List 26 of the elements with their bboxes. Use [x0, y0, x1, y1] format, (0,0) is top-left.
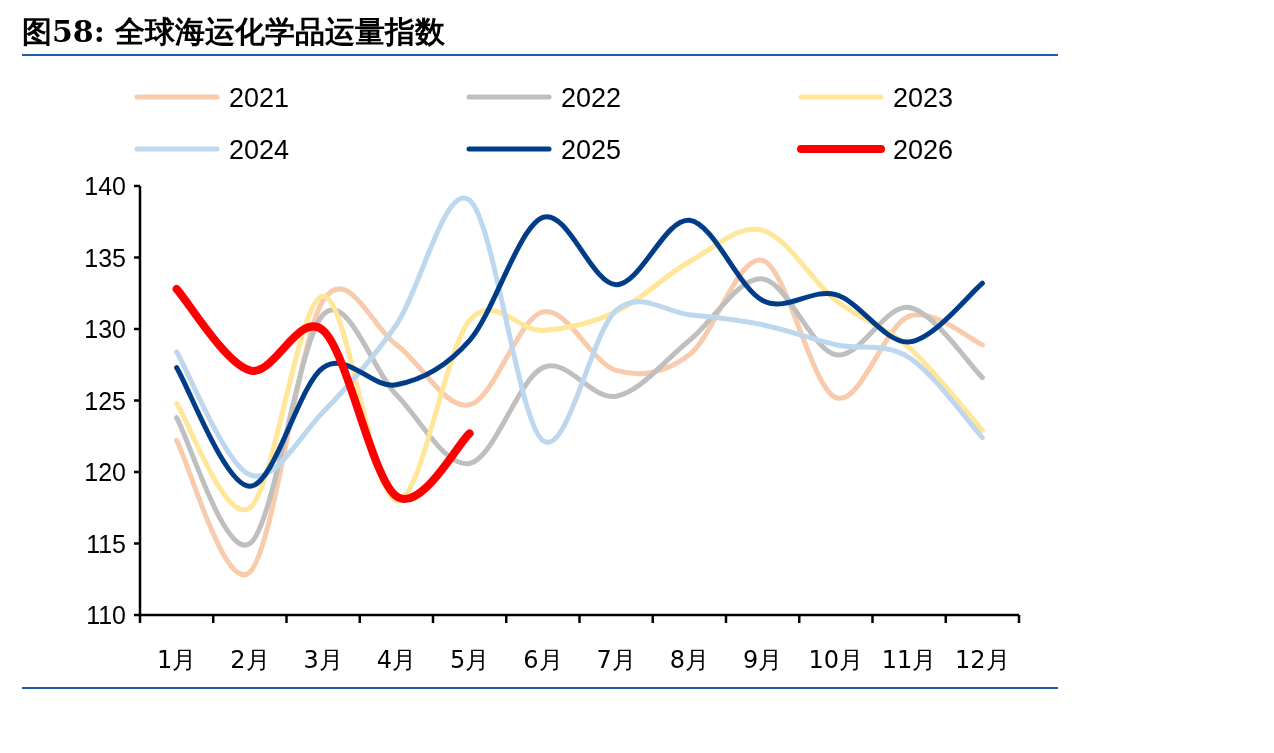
x-tick-label: 11月: [881, 646, 937, 674]
x-tick-label: 3月: [303, 646, 343, 674]
y-tick-label: 110: [86, 601, 126, 629]
legend-label: 2021: [229, 83, 290, 113]
legend-label: 2022: [561, 83, 622, 113]
legend-label: 2024: [229, 135, 290, 165]
x-tick-label: 6月: [523, 646, 563, 674]
y-tick-label: 140: [84, 172, 126, 200]
legend-label: 2026: [893, 135, 954, 165]
x-tick-label: 10月: [808, 646, 864, 674]
legend-label: 2023: [893, 83, 954, 113]
y-tick-label: 115: [86, 529, 126, 558]
x-tick-label: 4月: [376, 646, 417, 674]
y-tick-label: 120: [84, 458, 126, 486]
x-tick-label: 2月: [230, 646, 270, 674]
x-tick-label: 8月: [669, 646, 710, 674]
legend-label: 2025: [561, 135, 622, 165]
x-tick-label: 12月: [955, 646, 1010, 674]
y-tick-label: 135: [84, 243, 126, 272]
x-tick-label: 1月: [156, 646, 197, 674]
x-tick-label: 7月: [596, 646, 636, 674]
x-tick-label: 5月: [449, 646, 490, 674]
y-tick-label: 125: [84, 386, 126, 415]
chart-title: 图58: 全球海运化学品运量指数: [22, 14, 447, 49]
y-tick-label: 130: [84, 315, 126, 343]
x-tick-label: 9月: [742, 646, 783, 674]
